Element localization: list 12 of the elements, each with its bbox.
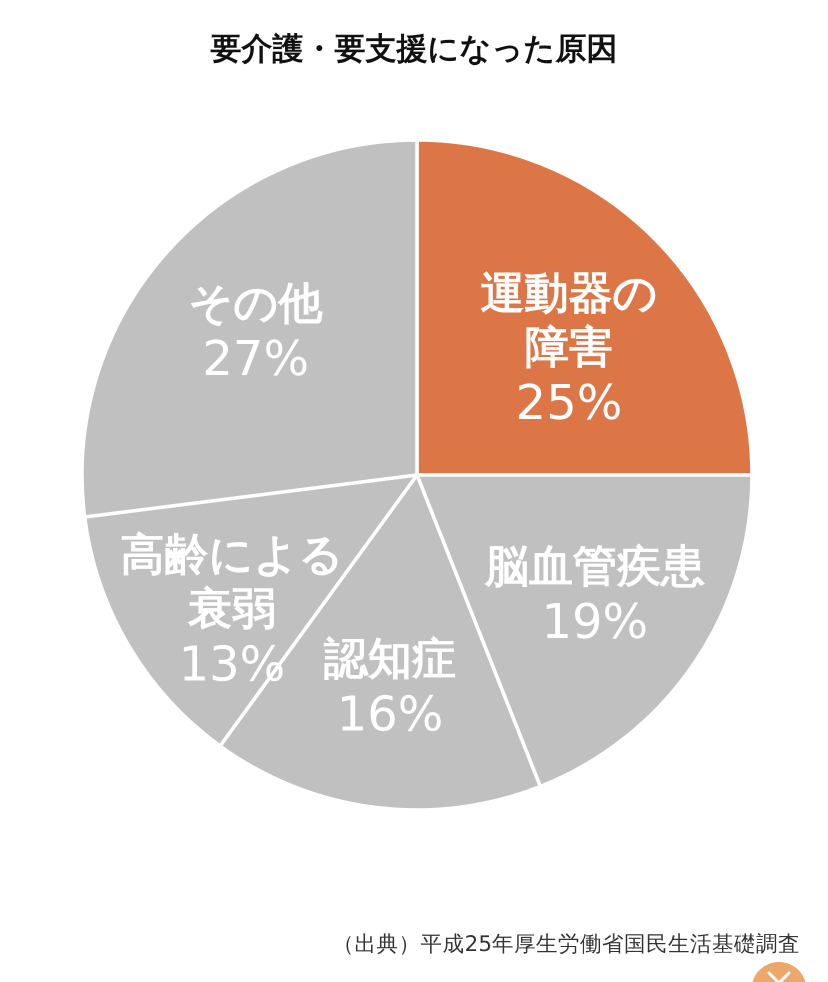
data-label: 19% [541, 594, 648, 650]
data-label: 27% [202, 330, 310, 387]
data-label: 16% [336, 686, 444, 742]
data-label: 13% [178, 636, 286, 692]
slice-label: 高齢による衰弱 [120, 529, 344, 634]
data-label: 25% [516, 374, 622, 431]
slice-label: 運動器の障害 [480, 268, 658, 373]
slice-label: 脳血管疾患 [484, 540, 705, 592]
slice-label: その他 [188, 278, 324, 329]
slice-label: 認知症 [323, 633, 456, 684]
chart-title: 要介護・要支援になった原因 [210, 31, 618, 67]
text: （出典）平成25年厚生労働省国民生活基礎調査 [332, 932, 800, 957]
